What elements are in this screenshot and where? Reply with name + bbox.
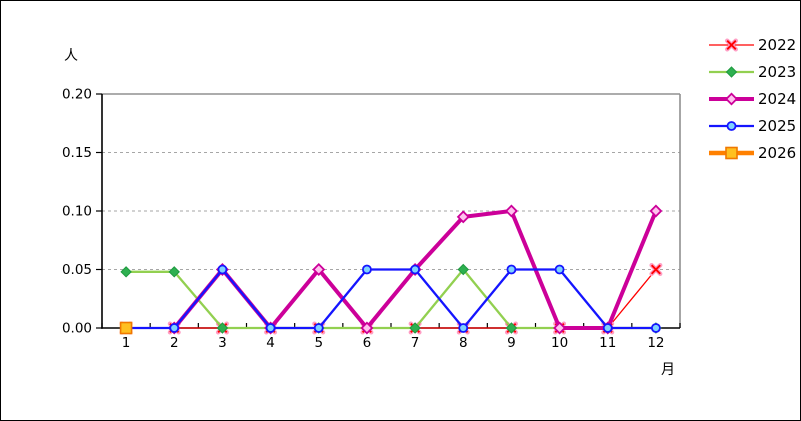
x-tick-label: 7 — [411, 335, 420, 351]
y-tick-label: 0.15 — [62, 145, 92, 161]
legend-item-2026: 2026 — [708, 139, 796, 166]
2022-marker — [649, 263, 663, 276]
x-tick-label: 5 — [314, 335, 323, 351]
2026-marker — [725, 146, 738, 159]
x-tick-label: 3 — [218, 335, 227, 351]
x-tick-label: 4 — [266, 335, 275, 351]
legend-sample-2023 — [709, 65, 754, 78]
legend-sample-2024 — [709, 92, 754, 105]
legend-sample-2026 — [709, 146, 754, 159]
2026-marker — [119, 321, 133, 335]
2025-marker — [651, 323, 661, 333]
legend-label-2025: 2025 — [758, 116, 797, 135]
2024-marker — [456, 210, 470, 224]
2024-marker — [360, 321, 374, 335]
2025-marker — [265, 323, 276, 333]
legend-sample-2025 — [709, 120, 754, 131]
2025-marker — [506, 264, 517, 275]
legend-item-2024: 2024 — [708, 85, 796, 112]
legend-label-2024: 2024 — [758, 89, 797, 108]
legend-label-2022: 2022 — [758, 35, 797, 54]
x-axis-unit-label: 月 — [661, 362, 675, 378]
2025-marker — [313, 323, 324, 333]
2024-marker — [553, 321, 567, 335]
2025-marker — [217, 264, 228, 275]
2024-marker — [649, 204, 663, 218]
2023-marker — [168, 266, 180, 278]
2025-marker — [726, 120, 737, 131]
2025-line — [126, 268, 656, 330]
x-tick-label: 1 — [122, 335, 131, 351]
2023-marker — [725, 65, 738, 78]
2025-marker — [602, 323, 613, 333]
series-2025 — [121, 264, 661, 333]
x-tick-label: 2 — [170, 335, 179, 351]
2023-marker — [216, 322, 229, 334]
2023-marker — [120, 266, 132, 278]
2024-marker — [312, 263, 326, 276]
y-tick-label: 0.20 — [62, 87, 92, 103]
y-axis-unit-label: 人 — [64, 48, 78, 64]
x-tick-label: 6 — [363, 335, 372, 351]
legend: 2022 2023 2024 2025 2026 — [708, 31, 796, 166]
2025-marker — [362, 264, 372, 275]
2024-marker — [504, 204, 518, 218]
series-2026 — [119, 321, 133, 335]
2025-marker — [554, 264, 565, 275]
legend-sample-2022 — [709, 38, 754, 51]
legend-label-2023: 2023 — [758, 62, 797, 81]
legend-item-2025: 2025 — [708, 112, 796, 139]
legend-item-2022: 2022 — [708, 31, 796, 58]
2023-marker — [505, 322, 518, 334]
2025-marker — [410, 264, 420, 275]
x-tick-label: 9 — [507, 335, 516, 351]
x-tick-label: 11 — [599, 335, 616, 351]
2022-marker — [725, 38, 738, 51]
2023-marker — [409, 322, 421, 334]
legend-item-2023: 2023 — [708, 58, 796, 85]
2024-marker — [725, 92, 738, 105]
2025-marker — [458, 323, 469, 333]
2025-marker — [169, 323, 180, 333]
x-tick-label: 10 — [551, 335, 568, 351]
y-tick-label: 0.05 — [62, 262, 92, 278]
x-tick-label: 8 — [459, 335, 468, 351]
legend-label-2026: 2026 — [758, 143, 797, 162]
x-tick-label: 12 — [647, 335, 664, 351]
y-tick-label: 0.10 — [62, 204, 92, 220]
2023-marker — [457, 263, 469, 276]
y-tick-label: 0.00 — [62, 321, 92, 337]
